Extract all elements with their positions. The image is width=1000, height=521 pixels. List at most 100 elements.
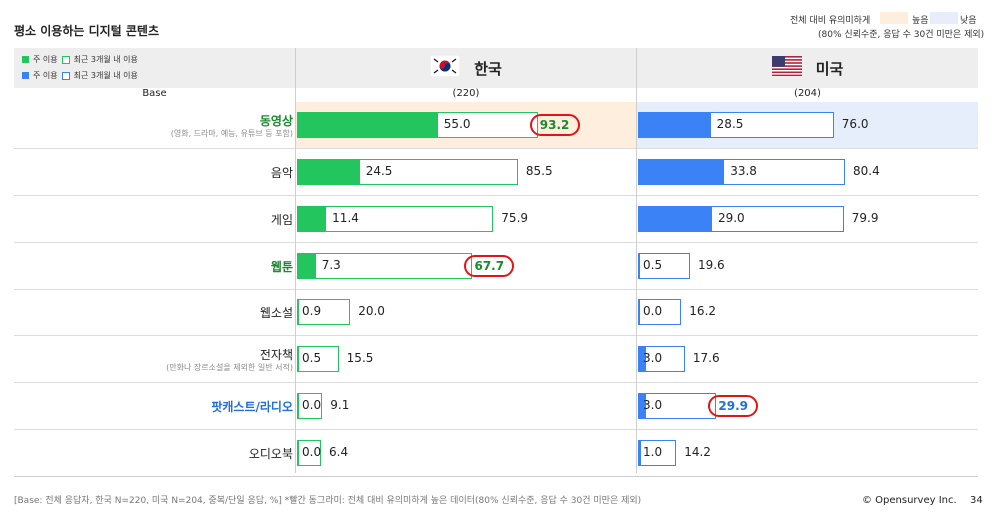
bar-main-use [297,439,299,466]
bar-main-use [638,299,640,326]
value-main-use: 1.0 [643,444,663,459]
bar-main-use [297,346,299,373]
legend-main-use-label: 주 이용 [33,55,58,64]
divider-usa [636,48,637,473]
row-separator [14,195,978,196]
value-recent-use: 16.2 [689,304,717,319]
value-main-use: 55.0 [443,117,471,132]
page-title: 평소 이용하는 디지털 콘텐츠 [14,24,160,38]
bar-main-use [297,112,438,139]
category-sublabel: (영화, 드라마, 예능, 유튜브 등 포함) [170,129,293,139]
bar-recent-use [638,299,682,326]
value-recent-use: 19.6 [697,257,725,272]
row-separator [14,382,978,383]
value-main-use: 28.5 [716,117,744,132]
value-recent-use: 75.9 [501,210,529,225]
row-separator [14,335,978,337]
row-separator [14,148,978,150]
bar-recent-use [297,392,323,419]
value-recent-use: 17.6 [692,351,720,366]
row-separator [14,428,978,430]
bar-main-use [638,252,640,279]
value-recent-use: 14.2 [684,444,711,459]
category-label: 게임 [270,212,293,227]
value-main-use: 0.5 [302,351,322,366]
legend-recent-use-label: 최근 3개월 내 이용 [73,71,138,80]
bar-recent-use [297,252,473,279]
high-label: 높음 [912,16,929,26]
legend-main-use-label: 주 이용 [33,71,58,80]
significance-label: 전체 대비 유의미하게 [790,16,871,26]
category-label: 웹툰 [270,259,293,274]
high-swatch [880,12,908,24]
usa-base: (204) [794,88,821,99]
value-main-use: 3.0 [643,397,663,412]
bar-main-use [297,299,300,326]
bar-main-use [638,346,646,373]
usa-header: 미국 [637,48,978,88]
value-main-use: 11.4 [332,210,359,225]
usa-flag-icon [771,56,802,80]
bar-main-use [297,159,360,186]
category-sublabel: (만화나 장르소설을 제외한 일반 서적) [166,363,293,373]
bar-main-use [297,392,299,419]
legend-header-cell [14,48,295,88]
category-label: 오디오북 [248,446,293,461]
value-main-use: 3.0 [643,351,663,366]
bar-recent-use [638,439,677,466]
low-swatch [930,12,958,24]
page-number: 34 [970,495,983,506]
value-recent-use: 15.5 [346,351,374,366]
bar-main-use [638,392,646,419]
footnote: [Base: 전체 응답자, 한국 N=220, 미국 N=204, 중복/단일… [14,496,642,506]
value-recent-use-circled: 93.2 [529,114,580,137]
value-main-use: 0.0 [302,397,322,412]
low-label: 낮음 [960,16,977,26]
bar-recent-use [297,205,494,232]
category-label: 팟캐스트/라디오 [211,399,293,414]
value-main-use: 33.8 [730,164,757,179]
row-separator [14,241,978,243]
value-recent-use: 80.4 [853,164,880,179]
value-main-use: 7.3 [321,257,341,272]
legend-korea-solid-swatch [22,56,29,63]
bar-recent-use [638,346,685,373]
base-label: Base [142,88,167,99]
value-main-use: 0.0 [302,444,322,459]
legend-recent-use-label: 최근 3개월 내 이용 [73,55,138,64]
row-separator [14,288,978,290]
legend-korea: 주 이용 최근 3개월 내 이용 [22,54,138,65]
legend-usa-hollow-swatch [61,71,70,80]
divider-korea [295,48,296,473]
bar-recent-use [638,392,717,419]
usa-label: 미국 [815,59,844,78]
korea-base: (220) [452,88,480,99]
value-recent-use: 76.0 [841,117,869,132]
value-main-use: 0.9 [302,304,322,319]
significance-note: (80% 신뢰수준, 응답 수 30건 미만은 제외) [818,30,985,40]
value-recent-use-circled: 29.9 [708,394,759,417]
bar-main-use [638,205,712,232]
value-recent-use-circled: 67.7 [464,254,515,277]
value-main-use: 24.5 [365,164,393,179]
category-label: 웹소설 [259,306,293,321]
korea-label: 한국 [474,59,502,78]
value-recent-use: 9.1 [330,397,350,412]
value-recent-use: 79.9 [851,210,879,225]
legend-usa: 주 이용 최근 3개월 내 이용 [22,70,138,81]
legend-korea-hollow-swatch [61,55,70,64]
korea-flag-icon [429,54,461,81]
legend-usa-solid-swatch [22,72,29,79]
category-label: 전자책 [259,348,293,363]
bar-main-use [638,439,641,466]
bar-main-use [638,159,725,186]
bar-main-use [297,205,327,232]
value-main-use: 0.5 [643,257,663,272]
korea-header: 한국 [296,48,636,88]
value-recent-use: 6.4 [329,444,349,459]
value-recent-use: 20.0 [358,304,385,319]
bar-main-use [297,252,316,279]
category-label: 동영상 [259,114,293,129]
value-main-use: 29.0 [717,210,745,225]
value-recent-use: 85.5 [525,164,553,179]
